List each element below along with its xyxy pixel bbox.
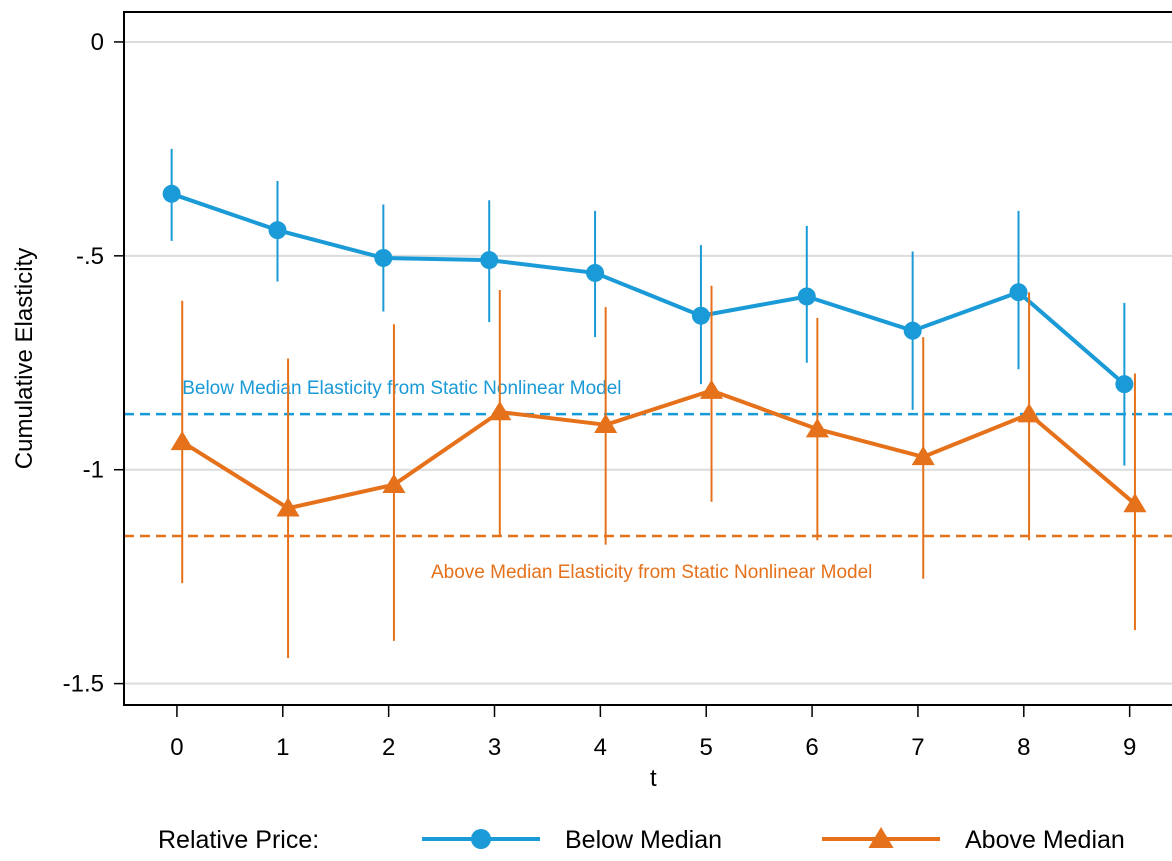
x-tick-label: 7 bbox=[911, 734, 924, 761]
grid-lines bbox=[124, 40, 1172, 685]
x-tick-label: 8 bbox=[1017, 734, 1030, 761]
y-axis-title: Cumulative Elasticity bbox=[11, 248, 38, 469]
data-point bbox=[586, 263, 605, 282]
x-tick-label: 4 bbox=[594, 734, 607, 761]
series-line bbox=[181, 388, 1137, 511]
data-point bbox=[699, 379, 724, 399]
x-axis-title: t bbox=[650, 765, 657, 792]
legend: Relative Price: Below Median Above Median bbox=[158, 826, 1125, 854]
series-below-median bbox=[162, 148, 1134, 466]
y-tick-label: -.5 bbox=[76, 243, 104, 270]
data-point bbox=[594, 413, 618, 434]
axes: 0 -.5 -1 -1.5 0 1 2 3 4 5 6 7 8 9 bbox=[63, 29, 1137, 761]
data-point bbox=[911, 445, 935, 466]
data-point bbox=[382, 473, 406, 493]
data-point bbox=[903, 321, 922, 340]
data-point bbox=[276, 497, 300, 517]
data-point bbox=[1009, 283, 1028, 302]
reference-lines: Below Median Elasticity from Static Nonl… bbox=[124, 378, 1172, 583]
data-point bbox=[1123, 492, 1147, 513]
plot-frame bbox=[123, 11, 1172, 706]
x-tick-label: 5 bbox=[700, 734, 713, 761]
y-tick-label: -1 bbox=[83, 457, 104, 484]
data-point bbox=[162, 184, 181, 203]
x-tick-label: 2 bbox=[382, 734, 395, 761]
data-point bbox=[805, 418, 829, 438]
data-point bbox=[170, 430, 194, 451]
x-tick-label: 9 bbox=[1123, 734, 1136, 761]
legend-label: Below Median bbox=[565, 826, 722, 854]
data-point bbox=[1017, 403, 1041, 423]
data-point bbox=[1115, 375, 1134, 394]
legend-title: Relative Price: bbox=[158, 826, 319, 854]
legend-label: Above Median bbox=[965, 826, 1125, 854]
legend-marker bbox=[471, 829, 491, 849]
x-tick-label: 6 bbox=[805, 734, 818, 761]
x-tick-label: 1 bbox=[276, 734, 289, 761]
data-point bbox=[488, 400, 512, 421]
series-layer bbox=[162, 148, 1147, 658]
data-point bbox=[374, 248, 393, 267]
y-tick-label: -1.5 bbox=[63, 671, 104, 698]
series-line bbox=[170, 191, 1126, 386]
x-tick-label: 3 bbox=[488, 734, 501, 761]
x-tick-label: 0 bbox=[170, 734, 183, 761]
reference-line-label: Below Median Elasticity from Static Nonl… bbox=[182, 378, 621, 399]
data-point bbox=[797, 287, 816, 306]
legend-marker bbox=[868, 827, 894, 848]
y-tick-label: 0 bbox=[91, 29, 104, 56]
data-point bbox=[691, 306, 710, 325]
data-point bbox=[268, 221, 287, 240]
series-above-median bbox=[170, 285, 1147, 658]
data-point bbox=[480, 251, 499, 270]
reference-line-label: Above Median Elasticity from Static Nonl… bbox=[431, 562, 872, 583]
